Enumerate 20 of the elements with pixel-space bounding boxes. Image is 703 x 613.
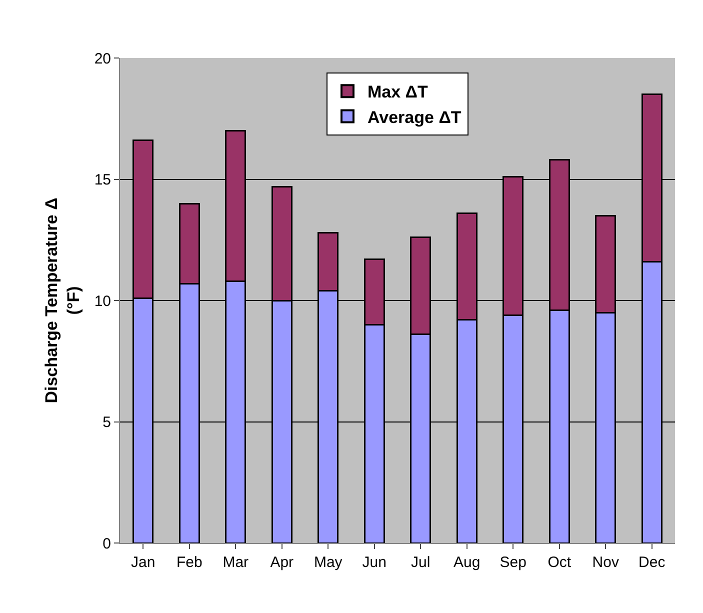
legend-label: Average ΔT: [368, 108, 462, 127]
x-tick-label: Jan: [131, 554, 156, 571]
x-tick-label: Oct: [548, 554, 572, 571]
legend-label: Max ΔT: [368, 82, 429, 102]
y-tick-label: 20: [94, 50, 111, 68]
y-tick-label: 15: [94, 172, 111, 188]
x-tick-label: Apr: [270, 554, 294, 571]
y-tick-label: 5: [102, 414, 111, 431]
x-tick-label: Jul: [411, 554, 430, 571]
x-tick-label: Jun: [362, 554, 386, 571]
x-tick-label: Feb: [176, 554, 202, 571]
x-tick-label: Dec: [638, 554, 666, 571]
x-tick-label: Mar: [222, 554, 249, 571]
x-tick-label: May: [314, 554, 343, 571]
y-tick-label: 10: [94, 292, 111, 310]
x-tick-label: Sep: [500, 554, 526, 571]
x-tick-label: Nov: [592, 554, 620, 571]
y-axis-title: Discharge Temperature Δ (°F): [42, 198, 83, 404]
y-tick-label: 0: [102, 535, 111, 552]
x-tick-label: Aug: [454, 554, 480, 571]
